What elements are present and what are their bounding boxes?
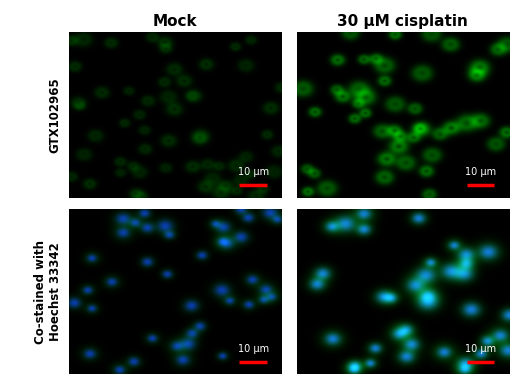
Text: 10 μm: 10 μm (465, 344, 496, 354)
Text: 10 μm: 10 μm (237, 344, 269, 354)
Text: Co-stained with
Hoechst 33342: Co-stained with Hoechst 33342 (34, 240, 62, 344)
Text: 10 μm: 10 μm (237, 167, 269, 177)
Text: 30 μM cisplatin: 30 μM cisplatin (337, 14, 468, 29)
Text: GTX102965: GTX102965 (49, 77, 62, 153)
Text: 10 μm: 10 μm (465, 167, 496, 177)
Text: Mock: Mock (153, 14, 198, 29)
